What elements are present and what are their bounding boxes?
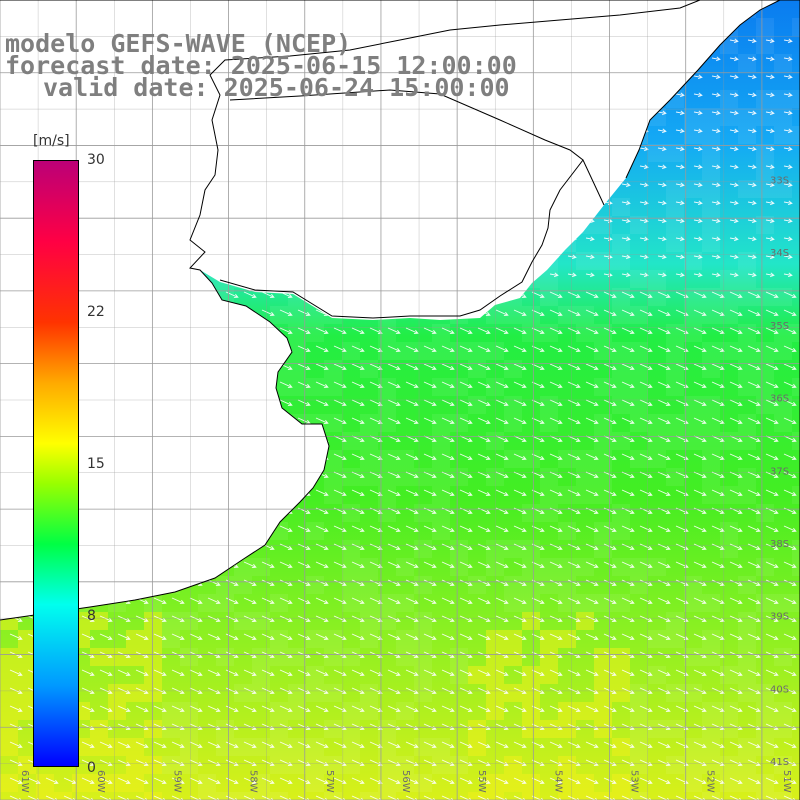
lat-label: 41S: [770, 757, 789, 768]
lat-label: 36S: [770, 394, 789, 405]
colorbar: [33, 160, 79, 767]
lon-label: 59W: [171, 770, 182, 793]
lon-label: 51W: [781, 770, 792, 793]
lon-label: 57W: [324, 770, 335, 793]
forecast-date: forecast date: 2025-06-15 12:00:00: [5, 51, 517, 80]
lon-label: 56W: [400, 770, 411, 793]
coastline-path: [0, 0, 781, 621]
grid-labels: 61W 60W 59W 58W 57W 56W 55W 54W 53W 52W 51W 33S 34S 3…: [19, 175, 792, 792]
lat-label: 39S: [770, 612, 789, 623]
colorbar-tick-8: 8: [87, 608, 96, 624]
lat-label: 37S: [770, 466, 789, 477]
model-title: modelo GEFS-WAVE (NCEP): [5, 29, 352, 58]
colorbar-tick-15: 15: [87, 456, 105, 472]
lon-label: 52W: [705, 770, 716, 793]
lon-label: 58W: [248, 770, 259, 793]
valid-date: valid date: 2025-06-24 15:00:00: [43, 73, 510, 102]
lat-label: 34S: [770, 248, 789, 259]
colorbar-unit: [m/s]: [33, 133, 70, 149]
lat-label: 40S: [770, 685, 789, 696]
lon-label: 53W: [629, 770, 640, 793]
lon-label: 54W: [552, 770, 563, 793]
colorbar-tick-30: 30: [87, 152, 105, 168]
lat-label: 38S: [770, 539, 789, 550]
lon-label: 61W: [19, 770, 30, 793]
colorbar-tick-0: 0: [87, 760, 96, 776]
lon-label: 60W: [95, 770, 106, 793]
lon-label: 55W: [476, 770, 487, 793]
lat-label: 33S: [770, 175, 789, 186]
colorbar-tick-22: 22: [87, 304, 105, 320]
lat-label: 35S: [770, 321, 789, 332]
